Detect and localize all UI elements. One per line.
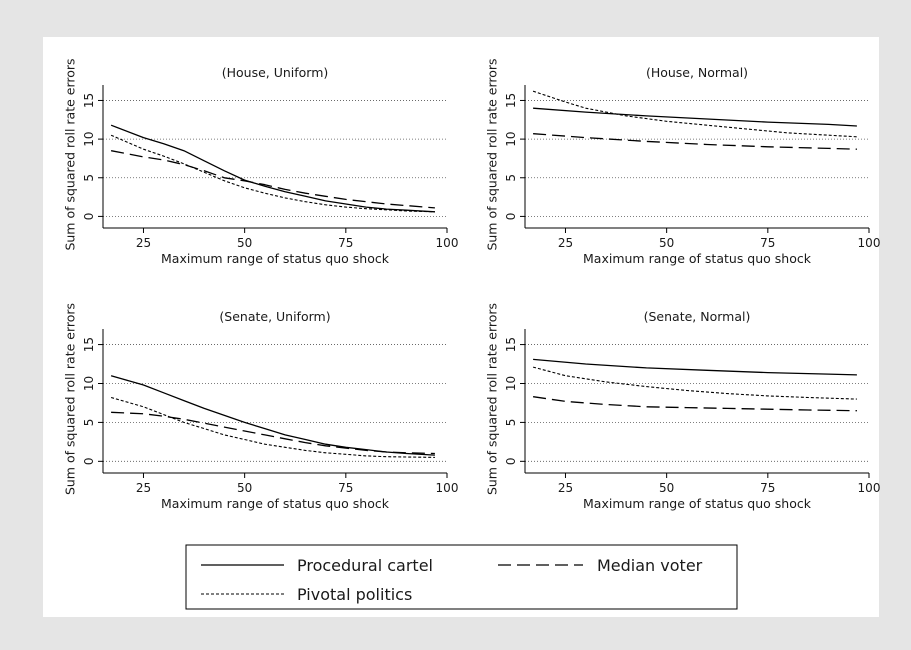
- series-line-pivotal-politics: [532, 90, 857, 138]
- y-tick-label: 0: [82, 213, 96, 221]
- x-axis-label: Maximum range of status quo shock: [583, 496, 812, 511]
- panel-title: (House, Uniform): [222, 65, 329, 80]
- y-tick-label: 15: [82, 93, 96, 108]
- plot-canvas: [43, 37, 879, 617]
- panel-2: (House, Normal) 0 5 10 15 25 50 75 100 Maximum ra…: [485, 58, 881, 266]
- legend-label-procedural-cartel: Procedural cartel: [297, 556, 433, 575]
- x-tick-label: 100: [858, 481, 881, 495]
- y-tick-label: 0: [504, 458, 518, 466]
- series-line-median-voter: [533, 133, 857, 150]
- x-axis-label: Maximum range of status quo shock: [161, 496, 390, 511]
- x-tick-label: 50: [659, 481, 674, 495]
- y-tick-label: 5: [82, 419, 96, 427]
- y-tick-label: 5: [504, 174, 518, 182]
- series-line-procedural-cartel: [533, 358, 857, 376]
- y-tick-label: 15: [504, 337, 518, 352]
- y-tick-label: 10: [504, 376, 518, 391]
- y-tick-label: 0: [504, 213, 518, 221]
- y-tick-label: 5: [504, 419, 518, 427]
- legend-label-median-voter: Median voter: [597, 556, 703, 575]
- x-axis-label: Maximum range of status quo shock: [583, 251, 812, 266]
- panel-3: (Senate, Uniform) 0 5 10 15 25 50 75 100 Maximum …: [63, 303, 459, 511]
- y-axis-label: Sum of squared roll rate errors: [485, 58, 500, 250]
- x-tick-label: 75: [338, 236, 353, 250]
- x-tick-label: 75: [760, 236, 775, 250]
- y-tick-label: 0: [82, 458, 96, 466]
- x-tick-label: 75: [338, 481, 353, 495]
- panel-title: (House, Normal): [646, 65, 748, 80]
- x-tick-label: 100: [858, 236, 881, 250]
- y-axis-label: Sum of squared roll rate errors: [63, 58, 78, 250]
- x-tick-label: 100: [436, 236, 459, 250]
- series-line-pivotal-politics: [110, 396, 435, 458]
- x-tick-label: 50: [237, 481, 252, 495]
- legend-label-pivotal-politics: Pivotal politics: [297, 585, 412, 604]
- y-tick-label: 10: [504, 131, 518, 146]
- y-tick-label: 15: [82, 337, 96, 352]
- y-tick-label: 10: [82, 376, 96, 391]
- series-line-pivotal-politics: [110, 134, 435, 213]
- panel-4: (Senate, Normal) 0 5 10 15 25 50 75 100 Maximum r…: [485, 303, 881, 511]
- x-tick-label: 25: [136, 481, 151, 495]
- y-axis-label: Sum of squared roll rate errors: [63, 303, 78, 495]
- panel-title: (Senate, Normal): [644, 309, 751, 324]
- y-axis-label: Sum of squared roll rate errors: [485, 303, 500, 495]
- x-tick-label: 25: [558, 481, 573, 495]
- legend-box: [185, 544, 738, 610]
- x-tick-label: 100: [436, 481, 459, 495]
- panel-1: (House, Uniform) 0 5 10 15 25 50 75 100 Maximum r…: [63, 58, 459, 266]
- series-line-procedural-cartel: [110, 124, 435, 213]
- y-tick-label: 15: [504, 93, 518, 108]
- x-tick-label: 25: [558, 236, 573, 250]
- series-line-median-voter: [111, 411, 435, 455]
- panel-title: (Senate, Uniform): [219, 309, 330, 324]
- y-tick-label: 5: [82, 174, 96, 182]
- series-line-procedural-cartel: [533, 107, 857, 127]
- series-line-median-voter: [110, 150, 435, 209]
- legend: Procedural cartel Median voter Pivotal p…: [185, 544, 738, 610]
- x-tick-label: 25: [136, 236, 151, 250]
- series-line-pivotal-politics: [532, 366, 857, 400]
- series-line-median-voter: [533, 396, 857, 412]
- x-tick-label: 50: [659, 236, 674, 250]
- y-tick-label: 10: [82, 131, 96, 146]
- x-axis-label: Maximum range of status quo shock: [161, 251, 390, 266]
- x-tick-label: 50: [237, 236, 252, 250]
- x-tick-label: 75: [760, 481, 775, 495]
